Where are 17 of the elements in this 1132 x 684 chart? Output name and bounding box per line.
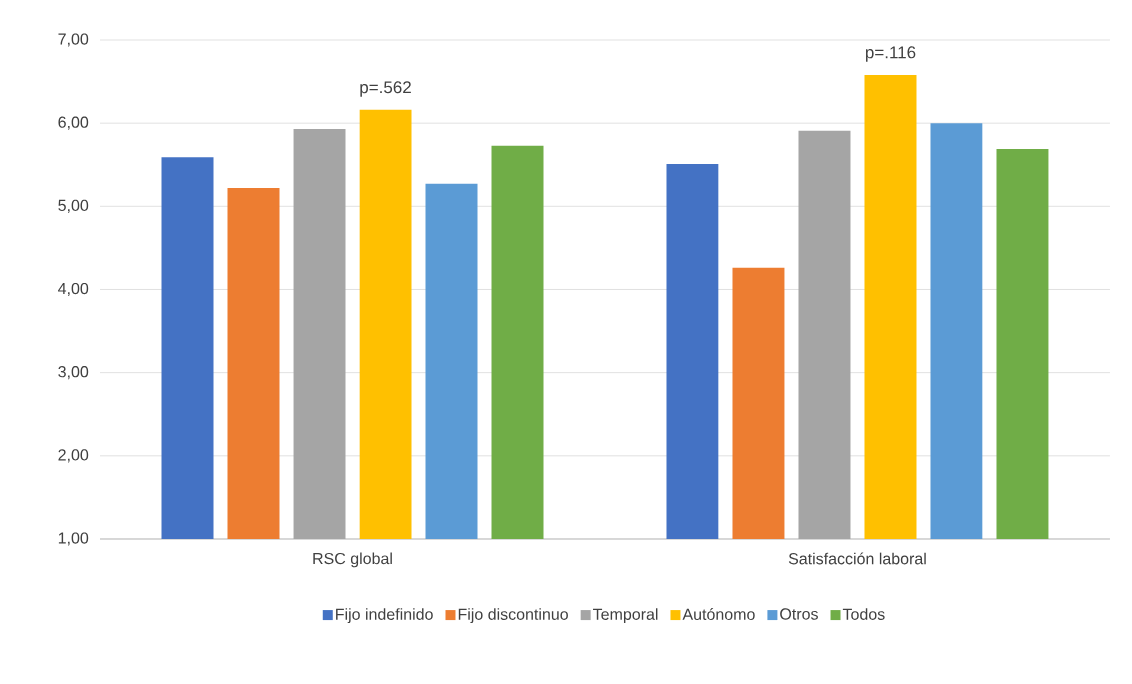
legend-label: Fijo indefinido (336, 608, 433, 624)
x-tick-label: RSC global (313, 552, 392, 568)
legend-label: Fijo discontinuo (458, 608, 568, 624)
y-tick-label: 4,00 (58, 282, 89, 297)
y-tick-label: 6,00 (58, 116, 89, 130)
legend-label: Temporal (593, 608, 658, 624)
y-tick-label: 7,00 (58, 33, 89, 47)
legend-label: Otros (780, 608, 818, 620)
y-tick-label: 2,00 (58, 449, 89, 463)
y-tick-label: 1,00 (58, 532, 89, 546)
annotation: p=.116 (865, 46, 916, 62)
x-tick-label: Satisfacción laboral (788, 552, 926, 565)
legend-label: Todos (842, 608, 885, 620)
legend-label: Autónomo (682, 608, 755, 620)
y-tick-label: 5,00 (58, 199, 89, 213)
annotation: p=.562 (360, 81, 411, 97)
y-tick-label: 3,00 (58, 366, 89, 380)
